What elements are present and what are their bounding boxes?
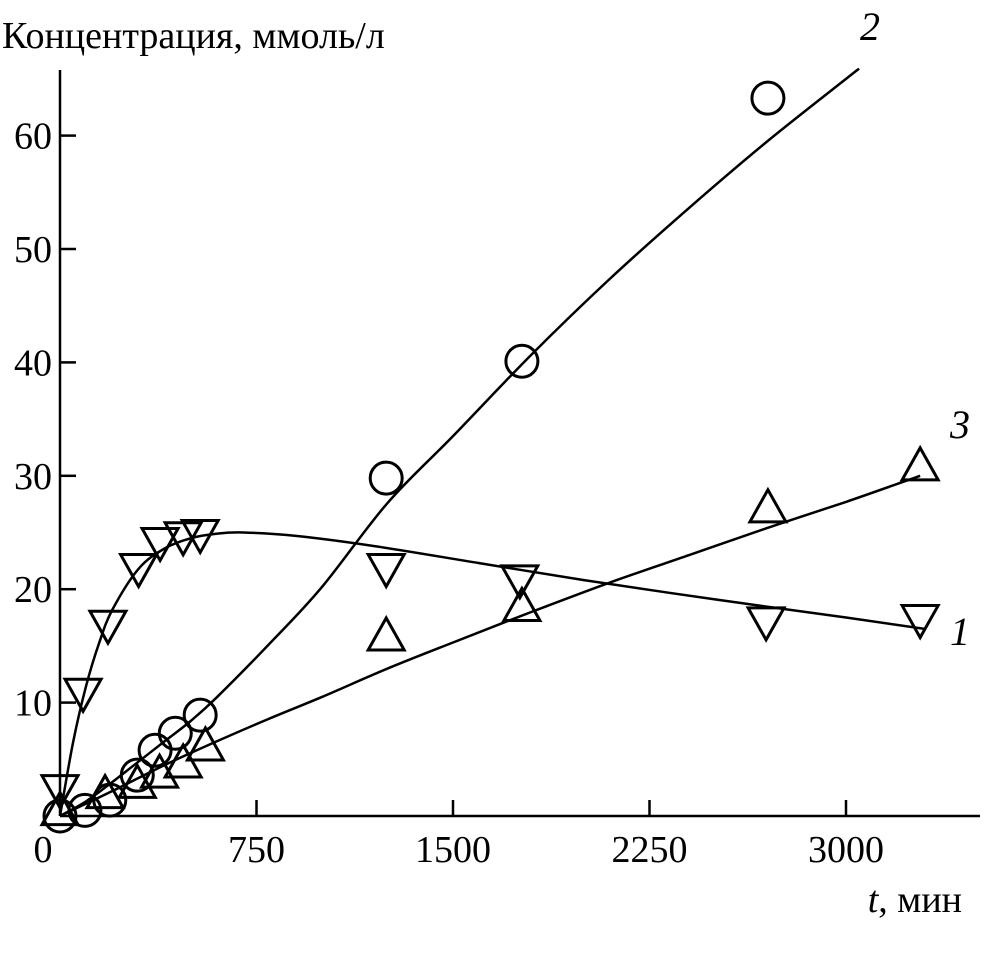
series-3-label: 3 <box>949 402 970 447</box>
y-tick-label: 50 <box>14 229 52 271</box>
series-3-point <box>365 614 407 652</box>
y-tick-label: 30 <box>14 456 52 498</box>
series-3-point <box>501 585 543 622</box>
series-2-point <box>182 697 218 733</box>
x-tick-label: 750 <box>228 829 285 871</box>
series-1-point <box>62 677 104 715</box>
series-2-point <box>119 757 155 793</box>
x-tick-label: 2250 <box>612 829 688 871</box>
series-1-point <box>139 526 181 564</box>
series-1-point <box>118 553 160 590</box>
series-3-point <box>747 486 789 524</box>
series-2-curve <box>59 67 860 818</box>
series-2-point <box>368 460 404 496</box>
series-3-point <box>84 772 126 810</box>
x-axis-label-unit: , мин <box>878 879 962 921</box>
y-tick-label: 40 <box>14 342 52 384</box>
series-1-point <box>899 604 941 641</box>
x-tick-label: 3000 <box>808 829 884 871</box>
y-tick-label: 10 <box>14 683 52 725</box>
y-tick-label: 60 <box>14 116 52 158</box>
series-1-point <box>745 606 787 643</box>
series-1-point <box>39 774 81 811</box>
series-3-point <box>899 444 941 482</box>
series-2-point <box>750 80 786 116</box>
series-1-point <box>87 609 129 647</box>
x-axis-label-var: t <box>868 879 880 921</box>
series-2-point <box>504 343 540 379</box>
series-3-point <box>39 789 81 827</box>
y-tick-label: 20 <box>14 569 52 611</box>
series-2-point <box>42 798 78 834</box>
series-2-point <box>137 732 173 768</box>
y-axis-label: Концентрация, ммоль/л <box>2 15 385 57</box>
series-2-point <box>157 715 193 751</box>
x-tick-label: 0 <box>34 829 53 871</box>
series-1-point <box>365 553 407 590</box>
series-1-curve <box>58 531 925 817</box>
x-tick-label: 1500 <box>415 829 491 871</box>
series-1-point <box>179 519 221 556</box>
series-1-label: 1 <box>950 609 970 654</box>
x-axis-label: t, мин <box>868 879 962 921</box>
series-3-point <box>184 724 226 762</box>
series-1-point <box>499 564 541 601</box>
series-2-label: 2 <box>860 4 880 49</box>
series-3-curve <box>59 474 921 818</box>
